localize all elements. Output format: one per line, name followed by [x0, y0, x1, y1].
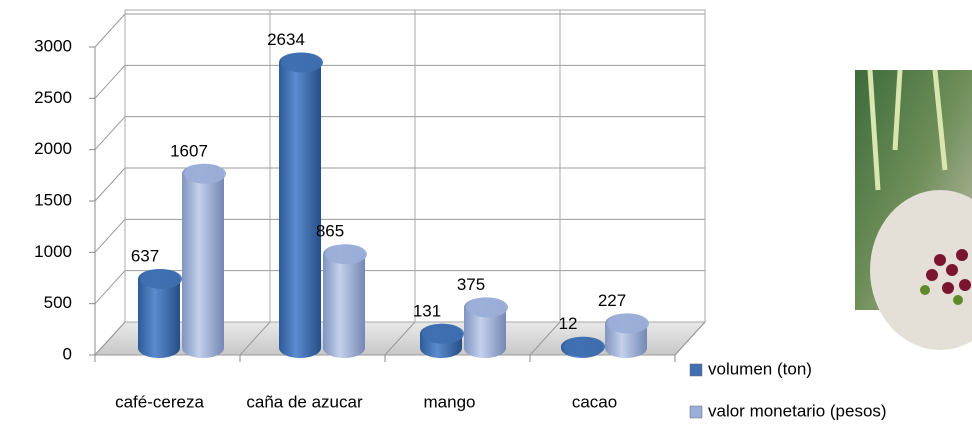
legend-label: volumen (ton)	[708, 359, 812, 378]
category-divider	[384, 321, 416, 356]
x-tick-label: café-cereza	[115, 392, 204, 411]
bar-top	[325, 244, 367, 265]
legend-swatch	[689, 363, 703, 377]
y-tick-label: 2500	[34, 88, 72, 107]
data-label: 12	[559, 314, 578, 333]
y-tick-label: 1000	[34, 242, 72, 261]
bar	[279, 52, 321, 358]
data-label: 375	[457, 275, 485, 294]
category-divider	[529, 321, 561, 356]
category-divider	[239, 321, 271, 356]
legend-swatch	[689, 405, 703, 419]
x-tick-label: caña de azucar	[246, 392, 363, 411]
grid-line	[94, 218, 126, 253]
y-tick-label: 0	[63, 344, 72, 363]
category-divider	[94, 321, 126, 356]
grid-line	[94, 13, 126, 48]
x-tick-label: mango	[424, 392, 476, 411]
grid-line	[94, 270, 126, 305]
data-label: 1607	[170, 141, 208, 160]
grid-line	[94, 116, 126, 151]
data-label: 2634	[267, 30, 305, 49]
bar	[138, 268, 180, 358]
data-label: 131	[413, 301, 441, 320]
bar-top	[281, 52, 323, 73]
bar-top	[607, 313, 649, 334]
bar-top	[184, 163, 226, 184]
y-tick-label: 500	[44, 293, 72, 312]
legend-label: valor monetario (pesos)	[708, 401, 887, 420]
data-label: 227	[598, 291, 626, 310]
bar-top	[422, 323, 464, 344]
y-tick-label: 3000	[34, 36, 72, 55]
photo	[855, 69, 972, 350]
bar-top	[140, 268, 182, 289]
bar	[182, 163, 224, 358]
bar-top	[563, 336, 605, 357]
y-tick-label: 1500	[34, 190, 72, 209]
grid-line	[94, 64, 126, 99]
x-tick-label: cacao	[572, 392, 617, 411]
bar-top	[466, 297, 508, 318]
category-divider	[674, 321, 706, 356]
data-label: 865	[316, 222, 344, 241]
data-label: 637	[131, 246, 159, 265]
y-tick-label: 2000	[34, 139, 72, 158]
grid-line	[94, 167, 126, 202]
bar	[323, 244, 365, 358]
